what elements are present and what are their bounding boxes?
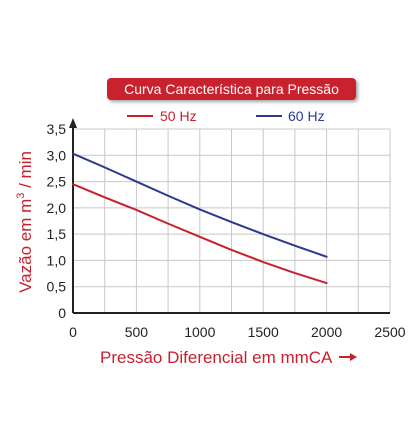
x-tick-labels: 0 500 1000 1500 2000 2500	[69, 324, 406, 340]
y-axis-label-superscript: 3	[15, 193, 27, 199]
series-line-60hz	[72, 152, 328, 258]
x-tick-label: 2000	[311, 324, 342, 340]
series-line-50hz	[72, 183, 328, 285]
x-tick-label: 1000	[184, 324, 215, 340]
x-tick-label: 1500	[248, 324, 279, 340]
x-tick-label: 500	[125, 324, 149, 340]
grid	[73, 128, 391, 313]
y-tick-label: 2,0	[47, 200, 67, 216]
legend-label-50hz: 50 Hz	[160, 108, 197, 124]
x-tick-label: 2500	[374, 324, 405, 340]
y-tick-label: 3,5	[47, 121, 67, 137]
legend-label-60hz: 60 Hz	[288, 108, 325, 124]
x-tick-label: 0	[69, 324, 77, 340]
x-axis-label: Pressão Diferencial em mmCA	[100, 348, 333, 367]
legend: 50 Hz 60 Hz	[127, 108, 325, 124]
series-lines	[72, 152, 328, 285]
axes	[69, 118, 390, 314]
y-tick-label: 0	[58, 305, 66, 321]
up-arrow-icon	[69, 118, 77, 128]
y-axis-label-main: Vazão em m	[16, 199, 35, 293]
y-tick-label: 1,0	[47, 252, 67, 268]
y-axis-label: Vazão em m3 / min	[15, 151, 35, 293]
right-arrow-icon	[339, 353, 357, 361]
y-axis-label-suffix: / min	[16, 151, 35, 193]
title-banner	[107, 78, 356, 100]
y-tick-labels: 0 0,5 1,0 1,5 2,0 2,5 3,0 3,5	[47, 121, 67, 321]
y-tick-label: 3,0	[47, 147, 67, 163]
chart-title: Curva Característica para Pressão	[124, 81, 339, 97]
y-tick-label: 1,5	[47, 226, 67, 242]
y-tick-label: 0,5	[47, 279, 67, 295]
y-tick-label: 2,5	[47, 174, 67, 190]
